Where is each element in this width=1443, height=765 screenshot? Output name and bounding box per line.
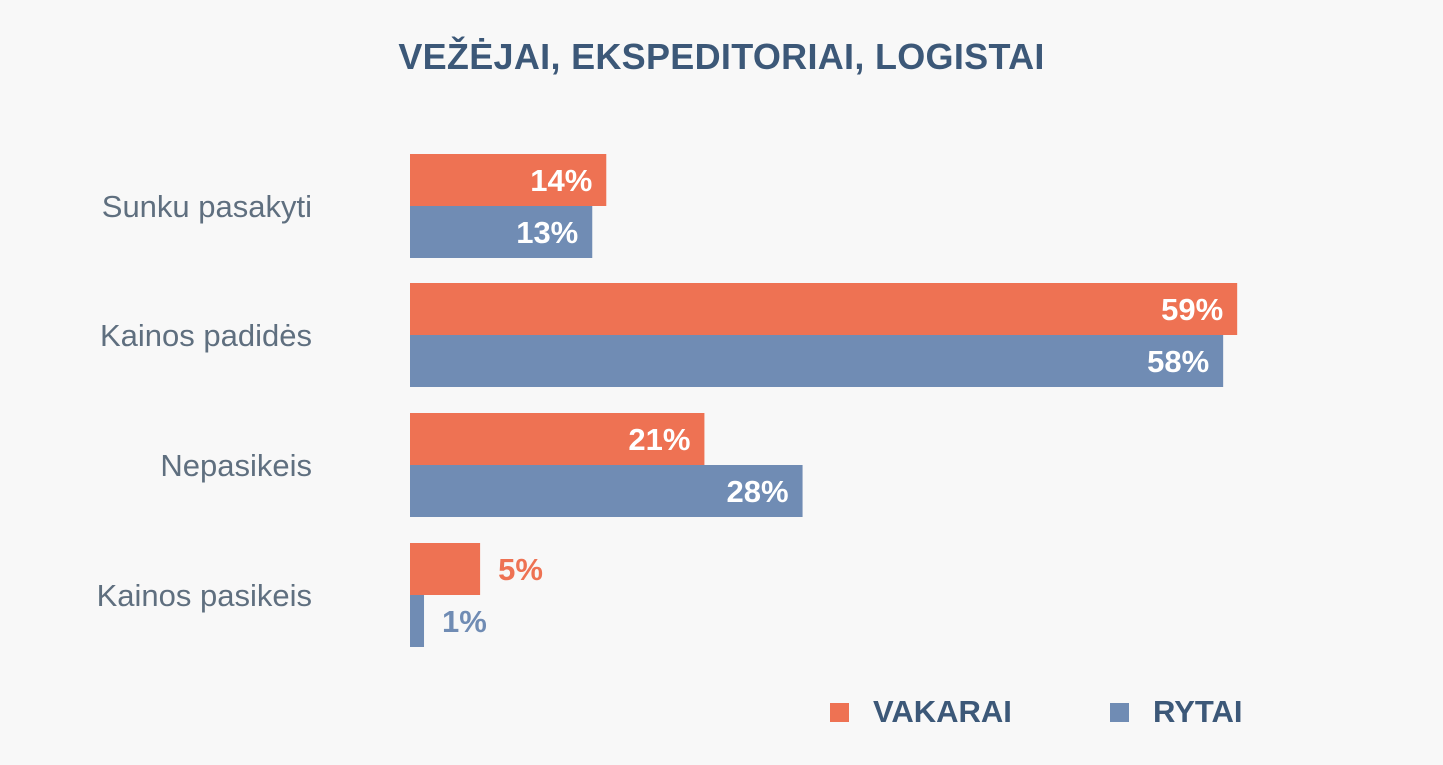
data-label-rytai-kainos-pasikeis: 1%	[442, 604, 487, 639]
legend-item-rytai: RYTAI	[1110, 692, 1243, 732]
legend-swatch-rytai	[1110, 702, 1129, 722]
data-label-rytai-sunku-pasakyti: 13%	[516, 215, 578, 250]
data-label-vakarai-kainos-padides: 59%	[1161, 292, 1223, 327]
bar-rytai-sunku-pasakyti	[410, 206, 593, 258]
category-label-nepasikeis: Nepasikeis	[160, 448, 312, 483]
bar-vakarai-kainos-padides	[410, 283, 1238, 335]
bar-rytai-nepasikeis	[410, 465, 803, 517]
bar-vakarai-sunku-pasakyti	[410, 154, 607, 206]
data-label-vakarai-nepasikeis: 21%	[628, 422, 690, 457]
legend-item-vakarai: VAKARAI	[830, 692, 1012, 732]
legend-label-rytai: RYTAI	[1153, 694, 1243, 729]
bar-vakarai-kainos-pasikeis	[410, 543, 481, 595]
legend-swatch-vakarai	[830, 702, 849, 722]
data-label-rytai-kainos-padides: 58%	[1147, 344, 1209, 379]
category-label-kainos-padides: Kainos padidės	[100, 318, 312, 353]
category-label-sunku-pasakyti: Sunku pasakyti	[102, 189, 312, 224]
data-label-rytai-nepasikeis: 28%	[727, 474, 789, 509]
bar-vakarai-nepasikeis	[410, 413, 705, 465]
bar-rytai-kainos-pasikeis	[410, 595, 425, 647]
data-label-vakarai-kainos-pasikeis: 5%	[498, 552, 543, 587]
legend-label-vakarai: VAKARAI	[873, 694, 1012, 729]
data-label-vakarai-sunku-pasakyti: 14%	[530, 163, 592, 198]
chart-title: VEŽĖJAI, EKSPEDITORIAI, LOGISTAI	[398, 36, 1045, 77]
category-label-kainos-pasikeis: Kainos pasikeis	[97, 578, 312, 613]
bar-rytai-kainos-padides	[410, 335, 1224, 387]
